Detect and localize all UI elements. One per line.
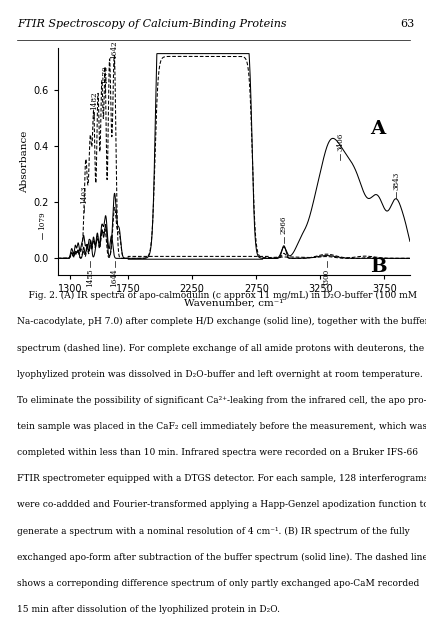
Text: lyophylized protein was dissolved in D₂O-buffer and left overnight at room tempe: lyophylized protein was dissolved in D₂O… — [17, 370, 422, 379]
Text: FTIR Spectroscopy of Calcium-Binding Proteins: FTIR Spectroscopy of Calcium-Binding Pro… — [17, 19, 286, 29]
Text: 2966: 2966 — [279, 216, 287, 234]
X-axis label: Wavenumber, cm⁻¹: Wavenumber, cm⁻¹ — [184, 298, 283, 307]
Text: 1079: 1079 — [38, 212, 46, 230]
Text: were co-addded and Fourier-transformed applying a Happ-Genzel apodization functi: were co-addded and Fourier-transformed a… — [17, 500, 426, 509]
Text: 1482: 1482 — [89, 91, 98, 109]
Text: A: A — [369, 120, 385, 138]
Text: shows a correponding difference spectrum of only partly exchanged apo-CaM record: shows a correponding difference spectrum… — [17, 579, 418, 588]
Text: completed within less than 10 min. Infrared spectra were recorded on a Bruker IF: completed within less than 10 min. Infra… — [17, 448, 417, 457]
Text: 3843: 3843 — [391, 172, 399, 189]
Text: spectrum (dashed line). For complete exchange of all amide protons with deuteron: spectrum (dashed line). For complete exc… — [17, 344, 423, 353]
Text: FTIR spectrometer equipped with a DTGS detector. For each sample, 128 interferog: FTIR spectrometer equipped with a DTGS d… — [17, 474, 426, 483]
Text: To eliminate the possibility of significant Ca²⁺-leaking from the infrared cell,: To eliminate the possibility of signific… — [17, 396, 426, 405]
Text: 3300: 3300 — [322, 268, 330, 287]
Text: 3406: 3406 — [335, 132, 343, 151]
Text: 1642: 1642 — [110, 40, 118, 59]
Text: 1570: 1570 — [101, 66, 109, 84]
Text: 63: 63 — [399, 19, 413, 29]
Text: Fig. 2. (A) IR spectra of apo-calmodulin (c approx 11 mg/mL) in D₂O-buffer (100 : Fig. 2. (A) IR spectra of apo-calmodulin… — [17, 291, 416, 300]
Text: Na-cacodylate, pH 7.0) after complete H/D exchange (solid line), together with t: Na-cacodylate, pH 7.0) after complete H/… — [17, 317, 426, 326]
Text: 1644: 1644 — [110, 268, 118, 287]
Text: 1455: 1455 — [86, 268, 94, 287]
Text: 15 min after dissolution of the lyophilized protein in D₂O.: 15 min after dissolution of the lyophili… — [17, 605, 279, 614]
Text: B: B — [369, 258, 385, 276]
Y-axis label: Absorbance: Absorbance — [20, 131, 29, 193]
Text: exchanged apo-form after subtraction of the buffer spectrum (solid line). The da: exchanged apo-form after subtraction of … — [17, 553, 426, 562]
Text: 1403: 1403 — [80, 185, 87, 204]
Text: tein sample was placed in the CaF₂ cell immediately before the measurement, whic: tein sample was placed in the CaF₂ cell … — [17, 422, 426, 431]
Text: generate a spectrum with a nominal resolution of 4 cm⁻¹. (B) IR spectrum of the : generate a spectrum with a nominal resol… — [17, 527, 409, 536]
